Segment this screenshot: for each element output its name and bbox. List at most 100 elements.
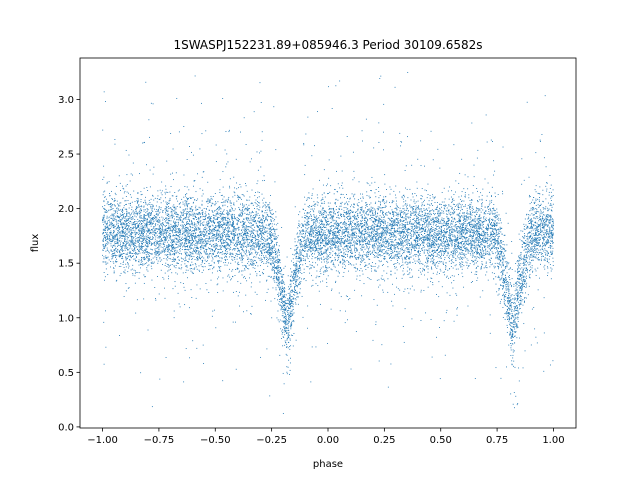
data-point [195,209,197,211]
data-point [307,266,309,268]
data-point [335,202,336,204]
data-point [550,250,552,252]
data-point [471,235,473,237]
data-point [247,213,249,215]
data-point [463,257,465,259]
data-point [129,220,131,222]
data-point [135,257,137,258]
data-point [426,197,428,199]
data-point [210,248,212,250]
data-point [221,237,223,238]
data-point [285,320,287,322]
data-point [215,235,217,237]
data-point [282,321,284,323]
data-point [530,254,532,256]
data-point [209,218,211,220]
data-point [156,198,158,200]
data-point [121,235,123,237]
data-point [491,219,493,220]
data-point [102,218,104,220]
data-point [412,261,414,263]
data-point [454,243,455,245]
data-point [495,238,496,240]
data-point [112,219,114,221]
data-point [127,212,129,214]
data-point [320,220,322,222]
data-point [195,297,197,299]
data-point [380,207,382,209]
data-point [249,277,250,279]
data-point [400,241,401,243]
data-point [458,242,460,244]
data-point [296,285,298,287]
data-point [102,220,104,221]
data-point [544,248,546,250]
data-point [353,256,355,258]
data-point [383,241,385,243]
data-point [393,256,395,258]
data-point [358,225,360,227]
data-point [281,292,283,293]
data-point [294,289,296,291]
data-point [123,188,125,190]
data-point [146,241,148,243]
data-point [495,256,497,258]
data-point [539,205,541,207]
data-point [326,242,328,244]
data-point [130,173,132,175]
data-point [167,247,169,249]
data-point [225,166,227,168]
data-point [178,267,180,269]
data-point [468,243,469,245]
data-point [155,205,157,207]
data-point [136,227,138,229]
data-point [335,252,337,254]
data-point [316,237,318,239]
data-point [461,215,463,217]
data-point [359,212,361,214]
data-point [126,223,128,224]
data-point [141,217,143,219]
data-point [418,239,420,241]
data-point [446,275,448,277]
data-point [517,314,519,316]
data-point [548,221,550,223]
data-point [321,194,323,196]
data-point [368,258,370,260]
data-point [278,269,280,271]
data-point [325,265,327,267]
data-point [250,236,252,238]
data-point [531,243,533,245]
data-point [489,244,491,246]
data-point [327,267,329,269]
data-point [447,224,449,226]
data-point [345,295,347,297]
data-point [149,230,151,232]
data-point [370,196,371,198]
data-point [119,227,121,228]
data-point [500,247,502,249]
data-point [470,235,472,237]
data-point [477,277,479,279]
data-point [208,220,210,222]
data-point [146,208,148,209]
data-point [152,204,154,206]
data-point [327,220,329,222]
data-point [303,278,305,280]
data-point [381,275,383,277]
data-point [189,239,191,241]
data-point [238,241,240,243]
data-point [345,211,347,213]
data-point [545,236,547,238]
data-point [222,245,224,247]
data-point [161,194,163,196]
data-point [289,314,291,316]
data-point [519,259,521,261]
data-point [199,270,200,272]
data-point [203,240,205,242]
data-point [181,261,183,263]
data-point [216,270,218,272]
data-point [460,224,462,226]
data-point [432,220,434,222]
data-point [359,280,361,281]
